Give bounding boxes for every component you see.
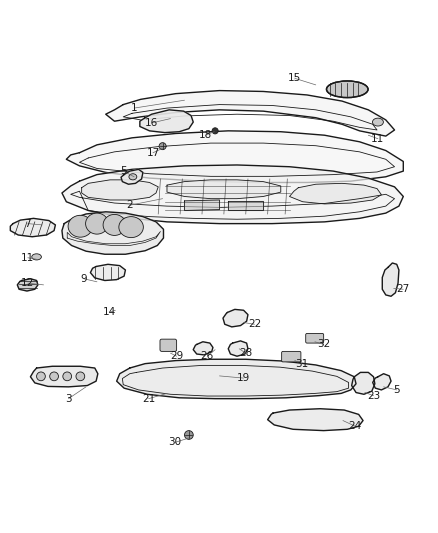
Circle shape [63, 372, 71, 381]
Text: 24: 24 [348, 421, 361, 431]
Polygon shape [228, 341, 247, 356]
Text: 23: 23 [366, 391, 379, 401]
Polygon shape [81, 180, 158, 200]
Circle shape [184, 431, 193, 439]
Polygon shape [184, 200, 219, 211]
Polygon shape [166, 180, 280, 199]
Circle shape [159, 143, 166, 150]
Ellipse shape [68, 215, 92, 237]
Circle shape [212, 128, 218, 134]
Polygon shape [228, 201, 263, 211]
Polygon shape [223, 309, 247, 327]
Circle shape [36, 372, 45, 381]
Ellipse shape [119, 216, 143, 238]
Ellipse shape [85, 213, 108, 234]
Circle shape [76, 372, 85, 381]
Text: 7: 7 [25, 219, 31, 229]
Polygon shape [106, 91, 394, 136]
Text: 14: 14 [102, 308, 116, 318]
Text: 12: 12 [21, 278, 34, 288]
Ellipse shape [32, 254, 41, 260]
Polygon shape [267, 409, 362, 431]
Ellipse shape [103, 214, 126, 236]
Text: 5: 5 [392, 385, 399, 395]
Polygon shape [11, 219, 55, 237]
Text: 11: 11 [371, 134, 384, 144]
Text: 1: 1 [131, 103, 137, 113]
Text: 22: 22 [247, 319, 261, 329]
FancyBboxPatch shape [305, 334, 323, 343]
Circle shape [49, 372, 58, 381]
Polygon shape [117, 359, 355, 399]
Text: 15: 15 [287, 74, 301, 83]
Ellipse shape [371, 118, 382, 126]
Text: 17: 17 [146, 148, 159, 158]
Polygon shape [62, 212, 163, 254]
Polygon shape [62, 165, 403, 224]
Text: 21: 21 [141, 394, 155, 403]
Text: 26: 26 [200, 351, 213, 361]
Polygon shape [289, 183, 381, 204]
Text: 32: 32 [316, 340, 329, 350]
Text: 31: 31 [294, 359, 307, 369]
Text: 27: 27 [396, 284, 409, 294]
Text: 9: 9 [80, 274, 87, 284]
FancyBboxPatch shape [159, 339, 176, 351]
Text: 28: 28 [239, 348, 252, 358]
Polygon shape [121, 169, 143, 184]
Polygon shape [17, 279, 38, 291]
Polygon shape [372, 374, 390, 390]
Text: 16: 16 [145, 118, 158, 128]
Text: 30: 30 [168, 438, 181, 447]
Polygon shape [90, 264, 125, 280]
Text: 19: 19 [237, 373, 250, 383]
Ellipse shape [129, 174, 137, 180]
Text: 2: 2 [126, 200, 133, 210]
Text: 3: 3 [65, 394, 72, 403]
Polygon shape [140, 110, 193, 133]
Polygon shape [351, 373, 374, 394]
Text: 11: 11 [21, 253, 34, 263]
Polygon shape [66, 131, 403, 182]
Polygon shape [30, 366, 98, 387]
Polygon shape [381, 263, 398, 296]
Text: 18: 18 [198, 130, 212, 140]
Text: 5: 5 [120, 166, 126, 176]
FancyBboxPatch shape [281, 351, 300, 362]
Ellipse shape [326, 81, 367, 98]
Polygon shape [193, 342, 212, 355]
Text: 29: 29 [170, 351, 183, 361]
